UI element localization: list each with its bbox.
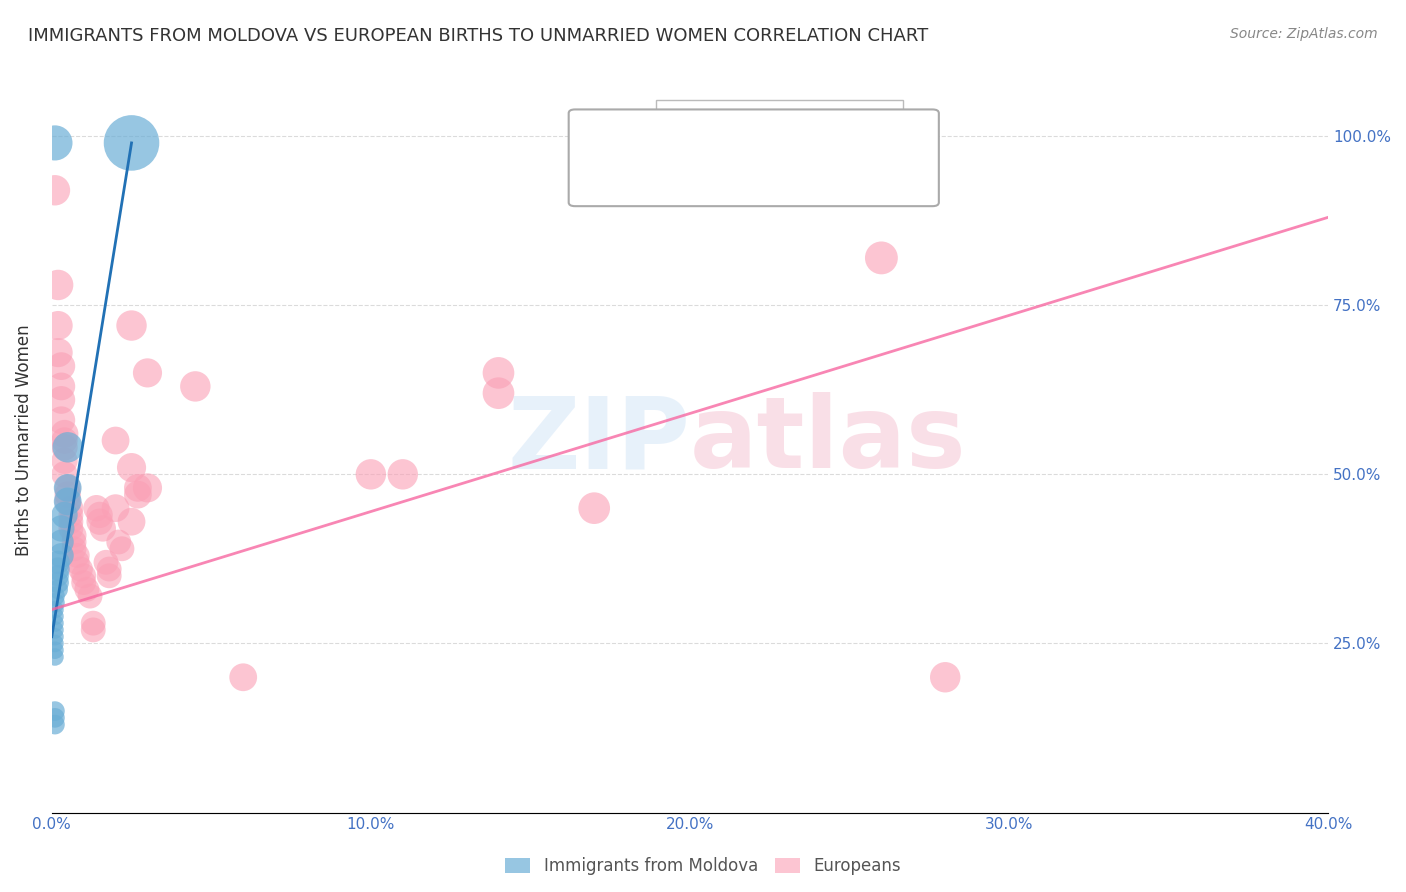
Point: [121, 136, 143, 150]
Point: [870, 251, 893, 265]
Point: [232, 670, 254, 684]
Point: [56, 494, 79, 508]
Point: [91, 521, 114, 535]
Point: [66, 555, 89, 569]
Point: [53, 454, 76, 468]
Point: [44, 589, 66, 603]
Point: [53, 440, 76, 454]
Point: [104, 501, 127, 516]
Point: [488, 386, 510, 401]
Point: [360, 467, 382, 482]
Point: [46, 277, 69, 292]
Point: [94, 555, 117, 569]
Point: [56, 481, 79, 495]
Point: [46, 575, 69, 590]
Point: [59, 521, 82, 535]
Point: [56, 440, 79, 454]
Point: [44, 711, 66, 725]
Point: [44, 596, 66, 610]
Point: [69, 562, 91, 576]
Point: [121, 515, 143, 529]
Point: [53, 508, 76, 522]
Point: [111, 541, 134, 556]
Point: [89, 508, 111, 522]
Point: [51, 535, 73, 549]
Point: [51, 549, 73, 563]
Point: [79, 589, 101, 603]
Point: [63, 535, 86, 549]
Text: ZIP: ZIP: [508, 392, 690, 489]
Point: [89, 515, 111, 529]
Point: [44, 623, 66, 637]
Point: [53, 426, 76, 441]
Legend: Immigrants from Moldova, Europeans: Immigrants from Moldova, Europeans: [498, 849, 908, 884]
Point: [51, 359, 73, 373]
Point: [184, 379, 207, 393]
Point: [46, 569, 69, 583]
Point: [44, 717, 66, 731]
Point: [63, 528, 86, 542]
Point: [44, 609, 66, 624]
Point: [73, 569, 96, 583]
Point: [56, 488, 79, 502]
Point: [391, 467, 413, 482]
Point: [104, 434, 127, 448]
Point: [44, 636, 66, 650]
Point: [56, 481, 79, 495]
Point: [583, 501, 606, 516]
Point: [82, 616, 104, 631]
FancyBboxPatch shape: [568, 110, 939, 206]
Point: [59, 501, 82, 516]
Point: [44, 616, 66, 631]
Point: [53, 434, 76, 448]
Point: [82, 623, 104, 637]
Point: [51, 413, 73, 427]
Point: [127, 488, 149, 502]
Point: [86, 501, 108, 516]
Point: [44, 630, 66, 644]
Point: [44, 643, 66, 657]
Point: [51, 521, 73, 535]
Point: [934, 670, 956, 684]
Y-axis label: Births to Unmarried Women: Births to Unmarried Women: [15, 325, 32, 557]
Point: [51, 379, 73, 393]
Point: [44, 602, 66, 616]
Point: [136, 481, 159, 495]
Point: [63, 541, 86, 556]
Point: [44, 183, 66, 197]
Point: [107, 535, 129, 549]
Point: [46, 555, 69, 569]
Point: [44, 136, 66, 150]
Point: [46, 345, 69, 359]
Point: [51, 392, 73, 407]
Point: [66, 549, 89, 563]
Point: [53, 467, 76, 482]
Point: [59, 508, 82, 522]
Point: [76, 582, 98, 597]
Point: [44, 650, 66, 665]
Point: [46, 582, 69, 597]
Point: [127, 481, 149, 495]
Point: [121, 460, 143, 475]
Point: [59, 515, 82, 529]
Point: [73, 575, 96, 590]
Point: [136, 366, 159, 380]
Point: [44, 704, 66, 718]
Point: [56, 494, 79, 508]
Legend: R = 0.664    N = 27, R = 0.594    N = 59: R = 0.664 N = 27, R = 0.594 N = 59: [655, 100, 903, 174]
Text: Source: ZipAtlas.com: Source: ZipAtlas.com: [1230, 27, 1378, 41]
Text: atlas: atlas: [690, 392, 966, 489]
Point: [488, 366, 510, 380]
Point: [121, 318, 143, 333]
Point: [46, 318, 69, 333]
Point: [46, 562, 69, 576]
Point: [98, 569, 121, 583]
Text: IMMIGRANTS FROM MOLDOVA VS EUROPEAN BIRTHS TO UNMARRIED WOMEN CORRELATION CHART: IMMIGRANTS FROM MOLDOVA VS EUROPEAN BIRT…: [28, 27, 928, 45]
Point: [98, 562, 121, 576]
